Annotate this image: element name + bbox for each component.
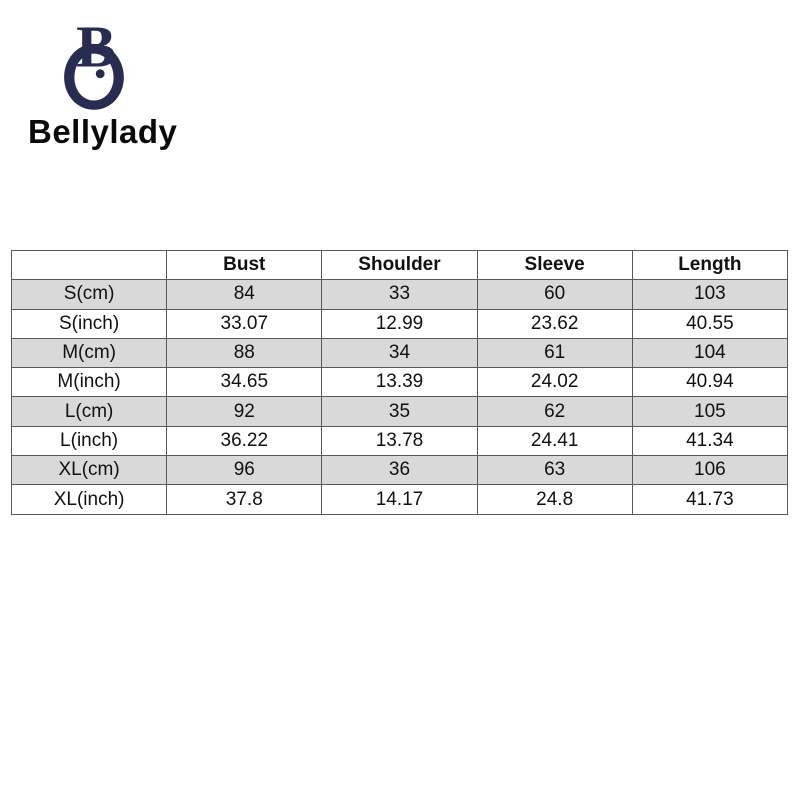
svg-text:B: B: [76, 15, 116, 80]
